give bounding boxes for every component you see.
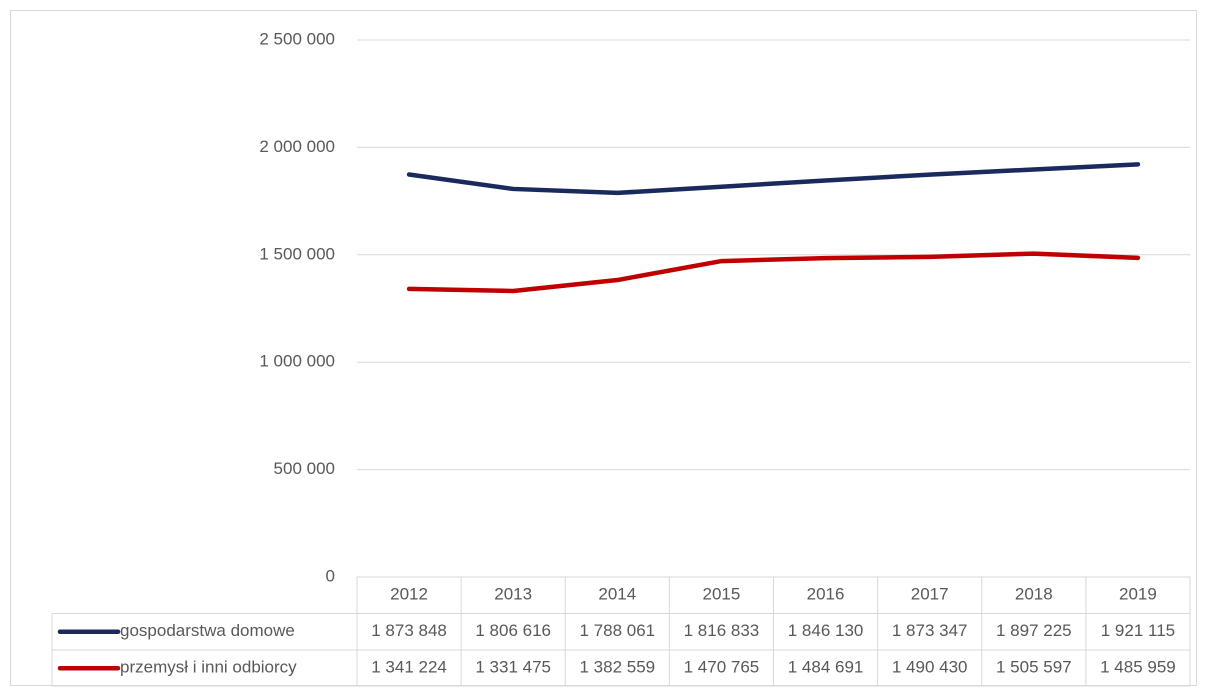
data-label: 1 806 616 [475, 621, 551, 640]
y-tick-label: 1 000 000 [259, 352, 335, 371]
legend-label: przemysł i inni odbiorcy [120, 658, 297, 677]
chart-border [10, 10, 1197, 686]
x-tick-label: 2017 [911, 585, 949, 604]
y-tick-label: 1 500 000 [259, 244, 335, 263]
x-tick-label: 2012 [390, 585, 428, 604]
data-label: 1 382 559 [579, 658, 655, 677]
data-label: 1 873 848 [371, 621, 447, 640]
x-tick-label: 2019 [1119, 585, 1157, 604]
data-label: 1 873 347 [892, 621, 968, 640]
data-label: 1 484 691 [788, 658, 864, 677]
data-label: 1 921 115 [1101, 621, 1175, 640]
data-label: 1 505 597 [996, 658, 1072, 677]
data-label: 1 897 225 [996, 621, 1072, 640]
x-tick-label: 2015 [703, 585, 741, 604]
series-line [406, 251, 1141, 294]
series-line [406, 162, 1141, 196]
data-label: 1 816 833 [684, 621, 760, 640]
data-label: 1 341 224 [371, 658, 447, 677]
y-tick-label: 500 000 [274, 459, 335, 478]
x-tick-label: 2018 [1015, 585, 1053, 604]
data-label: 1 470 765 [684, 658, 760, 677]
data-label: 1 846 130 [788, 621, 864, 640]
data-label: 1 331 475 [475, 658, 551, 677]
data-label: 1 490 430 [892, 658, 968, 677]
x-tick-label: 2016 [807, 585, 845, 604]
data-label: 1 485 959 [1100, 658, 1176, 677]
x-tick-label: 2013 [494, 585, 532, 604]
data-label: 1 788 061 [579, 621, 655, 640]
y-tick-label: 2 500 000 [259, 29, 335, 48]
y-tick-label: 0 [326, 566, 335, 585]
x-tick-label: 2014 [598, 585, 636, 604]
y-tick-label: 2 000 000 [259, 137, 335, 156]
legend-label: gospodarstwa domowe [120, 621, 295, 640]
